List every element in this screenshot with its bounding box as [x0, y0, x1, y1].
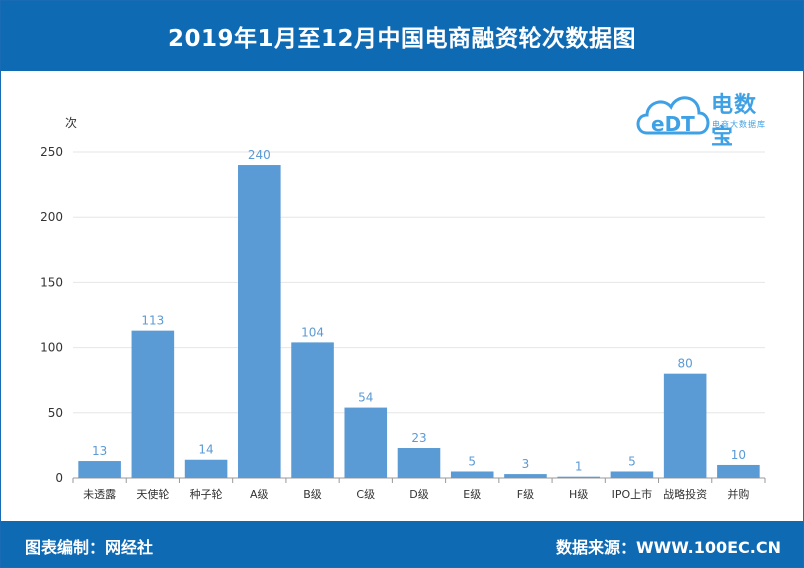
bar	[717, 464, 760, 478]
x-tick-label: 并购	[727, 487, 749, 501]
brand-logo: eDT 电数宝 电商大数据库	[633, 77, 773, 150]
bar	[184, 459, 228, 478]
bar	[291, 342, 334, 478]
x-tick-label: D级	[409, 488, 428, 501]
x-tick-label: H级	[569, 488, 588, 501]
x-tick-label: 战略投资	[663, 487, 707, 501]
bar	[450, 471, 494, 478]
data-label: 113	[141, 314, 164, 328]
bar	[504, 474, 547, 478]
x-tick-label: E级	[463, 488, 481, 501]
data-label: 5	[468, 454, 476, 468]
footer-source: 数据来源：WWW.100EC.CN	[555, 538, 781, 557]
logo-text: 电数宝	[711, 93, 758, 150]
bar	[78, 461, 121, 478]
data-label: 23	[411, 431, 426, 445]
y-tick-label: 0	[55, 471, 63, 485]
y-tick-label: 100	[40, 341, 63, 355]
bars: 13 113 14 240 104 54 23 5 3 1 5 80 10	[78, 148, 760, 478]
data-label: 80	[678, 357, 693, 371]
data-label: 3	[522, 457, 530, 471]
data-label: 1	[575, 460, 583, 474]
y-tick-label: 200	[40, 210, 63, 224]
data-label: 14	[198, 443, 213, 457]
y-tick-label: 150	[40, 275, 63, 289]
data-label: 104	[301, 325, 324, 339]
x-tick-label: F级	[517, 488, 534, 501]
y-tick-label: 250	[40, 145, 63, 159]
y-axis: 0 50 100 150 200 250	[40, 145, 63, 485]
footer-credit: 图表编制：网经社	[25, 538, 154, 557]
cloud-logo-icon: eDT	[636, 96, 710, 136]
data-label: 54	[358, 391, 373, 405]
grid-lines	[73, 151, 765, 479]
logo-subtitle: 电商大数据库	[712, 120, 766, 129]
x-tick-label: IPO上市	[612, 487, 653, 501]
data-label: 240	[248, 148, 271, 162]
y-tick-label: 50	[48, 406, 63, 420]
bar	[344, 407, 388, 478]
data-label: 13	[92, 444, 107, 458]
footer: 图表编制：网经社 数据来源：WWW.100EC.CN	[1, 521, 803, 567]
bar	[238, 165, 281, 478]
x-axis: 未透露 天使轮 种子轮 A级 B级 C级 D级 E级 F级 H级 IPO上市 战略投资 并购	[72, 478, 766, 501]
chart-title: 2019年1月至12月中国电商融资轮次数据图	[1, 1, 803, 71]
bar	[131, 330, 175, 478]
data-label: 10	[731, 448, 746, 462]
y-axis-label: 次	[65, 116, 77, 130]
bar	[663, 373, 707, 478]
x-tick-label: A级	[250, 488, 269, 501]
x-tick-label: 未透露	[83, 488, 116, 501]
logo-mark-text: eDT	[651, 112, 695, 136]
x-tick-label: 种子轮	[190, 487, 223, 501]
bar	[557, 476, 600, 478]
data-label: 5	[628, 454, 636, 468]
bar-chart: 0 50 100 150 200 250 次 13 113 14 240 104 54 23 5 3 1 5 8…	[40, 116, 766, 501]
x-tick-label: 天使轮	[136, 487, 169, 501]
x-tick-label: B级	[303, 488, 322, 501]
bar	[397, 448, 441, 478]
x-tick-label: C级	[356, 488, 375, 501]
bar	[610, 471, 654, 478]
